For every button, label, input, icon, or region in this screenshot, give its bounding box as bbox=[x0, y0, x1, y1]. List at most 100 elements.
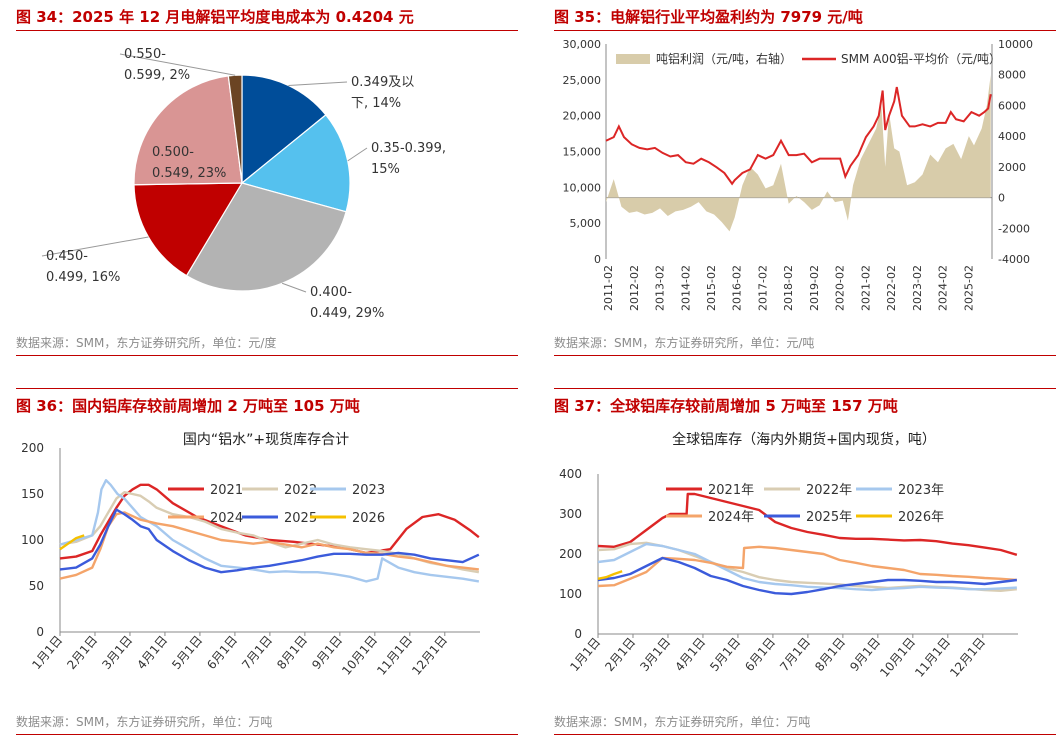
y-tick-label: 50 bbox=[29, 579, 44, 593]
slice-label: 0.599, 2% bbox=[124, 68, 190, 83]
x-tick-label: 9月1日 bbox=[309, 633, 345, 672]
x-tick-label: 12月1日 bbox=[409, 633, 450, 678]
x-tick-label: 2025-02 bbox=[962, 265, 975, 311]
y-tick-left: 20,000 bbox=[563, 110, 602, 123]
x-tick-label: 5月1日 bbox=[169, 633, 205, 672]
x-tick-label: 1月1日 bbox=[29, 633, 65, 672]
x-tick-label: 1月1日 bbox=[567, 635, 603, 674]
x-tick-label: 10月1日 bbox=[339, 633, 380, 678]
x-tick-label: 6月1日 bbox=[204, 633, 240, 672]
panel-34: 图 34：2025 年 12 月电解铝平均度电成本为 0.4204 元 0.34… bbox=[16, 0, 518, 360]
x-tick-label: 2014-02 bbox=[679, 265, 692, 311]
top-divider bbox=[16, 388, 518, 389]
x-tick-label: 3月1日 bbox=[637, 635, 673, 674]
legend-label: 吨铝利润（元/吨，右轴） bbox=[656, 51, 792, 66]
y-tick-label: 400 bbox=[559, 467, 582, 481]
legend-label: 2026 bbox=[352, 511, 385, 526]
x-tick-label: 8月1日 bbox=[274, 633, 310, 672]
legend-label: 2024 bbox=[210, 511, 243, 526]
top-divider bbox=[554, 388, 1056, 389]
y-tick-right: 10000 bbox=[998, 38, 1033, 51]
leader-line bbox=[288, 81, 348, 86]
bottom-divider bbox=[554, 355, 1056, 356]
chart-title: 图 37：全球铝库存较前周增加 5 万吨至 157 万吨 bbox=[554, 397, 898, 415]
y-tick-label: 0 bbox=[36, 625, 44, 639]
y-tick-right: -2000 bbox=[998, 222, 1030, 235]
slice-label: 0.400- bbox=[310, 285, 352, 300]
legend-label: 2025 bbox=[284, 511, 317, 526]
y-tick-left: 0 bbox=[594, 253, 601, 266]
x-tick-label: 2024-02 bbox=[937, 265, 950, 311]
source-note: 数据来源：SMM，东方证券研究所，单位：万吨 bbox=[554, 715, 811, 729]
series-line bbox=[597, 542, 1017, 592]
series-line bbox=[59, 483, 480, 560]
x-tick-label: 2022-02 bbox=[885, 265, 898, 311]
x-tick-label: 4月1日 bbox=[672, 635, 708, 674]
x-tick-label: 2017-02 bbox=[756, 265, 769, 311]
x-tick-label: 7月1日 bbox=[239, 633, 275, 672]
legend-label: 2023 bbox=[352, 483, 385, 498]
x-tick-label: 2020-02 bbox=[834, 265, 847, 311]
bottom-divider bbox=[16, 355, 518, 356]
y-tick-left: 5,000 bbox=[570, 217, 602, 230]
y-tick-left: 10,000 bbox=[563, 181, 602, 194]
y-tick-left: 30,000 bbox=[563, 38, 602, 51]
x-tick-label: 8月1日 bbox=[812, 635, 848, 674]
legend-swatch-area bbox=[616, 54, 650, 64]
leader-line bbox=[41, 236, 149, 257]
series-line bbox=[59, 479, 480, 583]
chart-title: 图 34：2025 年 12 月电解铝平均度电成本为 0.4204 元 bbox=[16, 8, 414, 26]
slice-label: 0.449, 29% bbox=[310, 306, 384, 321]
x-tick-label: 10月1日 bbox=[877, 635, 918, 680]
chart-subtitle: 全球铝库存（海内外期货+国内现货，吨） bbox=[672, 431, 936, 448]
legend-label: SMM A00铝-平均价（元/吨） bbox=[841, 51, 1001, 66]
chart-title: 图 36：国内铝库存较前周增加 2 万吨至 105 万吨 bbox=[16, 397, 360, 415]
chart-title: 图 35：电解铝行业平均盈利约为 7979 元/吨 bbox=[554, 8, 863, 26]
y-tick-label: 0 bbox=[574, 627, 582, 641]
pie-slice bbox=[133, 75, 243, 186]
x-tick-label: 2019-02 bbox=[808, 265, 821, 311]
panel-36: 图 36：国内铝库存较前周增加 2 万吨至 105 万吨 国内“铝水”+现货库存… bbox=[16, 388, 518, 738]
legend-label: 2022 bbox=[284, 483, 317, 498]
series-line bbox=[597, 570, 623, 580]
y-tick-right: 6000 bbox=[998, 99, 1026, 112]
x-tick-label: 2015-02 bbox=[705, 265, 718, 311]
x-tick-label: 2016-02 bbox=[731, 265, 744, 311]
panel-37: 图 37：全球铝库存较前周增加 5 万吨至 157 万吨 全球铝库存（海内外期货… bbox=[554, 388, 1056, 738]
source-note: 数据来源：SMM，东方证券研究所，单位：元/度 bbox=[16, 336, 277, 350]
slice-label: 0.499, 16% bbox=[46, 270, 120, 285]
profit-area bbox=[606, 75, 991, 232]
legend-label: 2024年 bbox=[708, 510, 754, 525]
x-tick-label: 2月1日 bbox=[602, 635, 638, 674]
y-tick-label: 100 bbox=[559, 587, 582, 601]
leader-line bbox=[281, 282, 307, 293]
y-tick-label: 200 bbox=[21, 441, 44, 455]
x-tick-label: 2012-02 bbox=[628, 265, 641, 311]
slice-label: 0.549, 23% bbox=[152, 166, 226, 181]
bottom-divider bbox=[16, 734, 518, 735]
y-tick-right: 0 bbox=[998, 192, 1005, 205]
legend-label: 2021年 bbox=[708, 483, 754, 498]
source-note: 数据来源：SMM，东方证券研究所，单位：万吨 bbox=[16, 715, 273, 729]
x-tick-label: 4月1日 bbox=[134, 633, 170, 672]
x-tick-label: 11月1日 bbox=[912, 635, 953, 680]
legend-label: 2021 bbox=[210, 483, 243, 498]
y-tick-right: -4000 bbox=[998, 253, 1030, 266]
line-area-chart: 0 5,000 10,000 15,000 20,000 25,000 30,000 -400… bbox=[563, 38, 1034, 311]
slice-label: 0.550- bbox=[124, 47, 166, 62]
legend-label: 2022年 bbox=[806, 483, 852, 498]
y-tick-left: 15,000 bbox=[563, 146, 602, 159]
x-tick-label: 2月1日 bbox=[64, 633, 100, 672]
price-line bbox=[605, 86, 992, 186]
legend-label: 2026年 bbox=[898, 510, 944, 525]
series-line bbox=[597, 545, 1017, 588]
bottom-divider bbox=[554, 734, 1056, 735]
y-tick-right: 2000 bbox=[998, 161, 1026, 174]
legend-label: 2025年 bbox=[806, 510, 852, 525]
series-line bbox=[59, 508, 480, 574]
leader-line bbox=[119, 53, 236, 76]
series-line bbox=[597, 556, 1017, 596]
series-line bbox=[597, 541, 1017, 592]
y-tick-label: 100 bbox=[21, 533, 44, 547]
y-tick-right: 4000 bbox=[998, 130, 1026, 143]
